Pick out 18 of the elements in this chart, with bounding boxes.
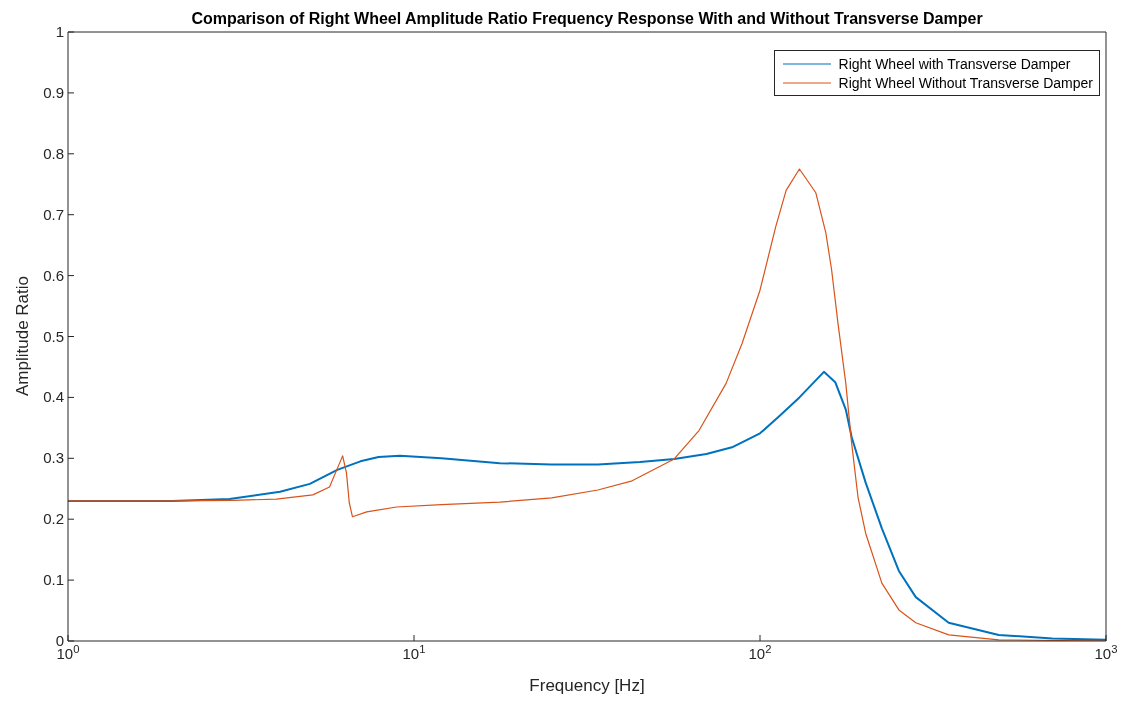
y-tick-label: 1 bbox=[55, 23, 64, 40]
legend-label: Right Wheel Without Transverse Damper bbox=[838, 74, 1093, 91]
y-tick-label: 0.8 bbox=[43, 144, 64, 162]
x-tick-label: 10$^{3}$ bbox=[1094, 643, 1118, 662]
y-axis-title: Amplitude Ratio bbox=[13, 275, 32, 397]
y-tick-label: 0.4 bbox=[43, 388, 64, 406]
y-tick-label: 0.5 bbox=[43, 327, 64, 345]
y-tick-label: 0.3 bbox=[43, 449, 64, 467]
y-tick-label: 0.2 bbox=[43, 510, 64, 528]
x-tick-label: 10$^{2}$ bbox=[748, 643, 772, 662]
legend-label: Right Wheel with Transverse Damper bbox=[838, 55, 1071, 72]
y-tick-label: 0.6 bbox=[43, 266, 64, 284]
y-tick-label: 0.7 bbox=[43, 205, 64, 223]
x-tick-label: 10$^{1}$ bbox=[402, 643, 426, 662]
x-axis-title: Frequency [Hz] bbox=[529, 676, 645, 695]
y-tick-label: 0.9 bbox=[43, 83, 64, 101]
chart-title: Comparison of Right Wheel Amplitude Ratio Frequency Response With and Without Transverse Damper bbox=[191, 10, 983, 27]
y-tick-label: 0.1 bbox=[43, 571, 64, 589]
